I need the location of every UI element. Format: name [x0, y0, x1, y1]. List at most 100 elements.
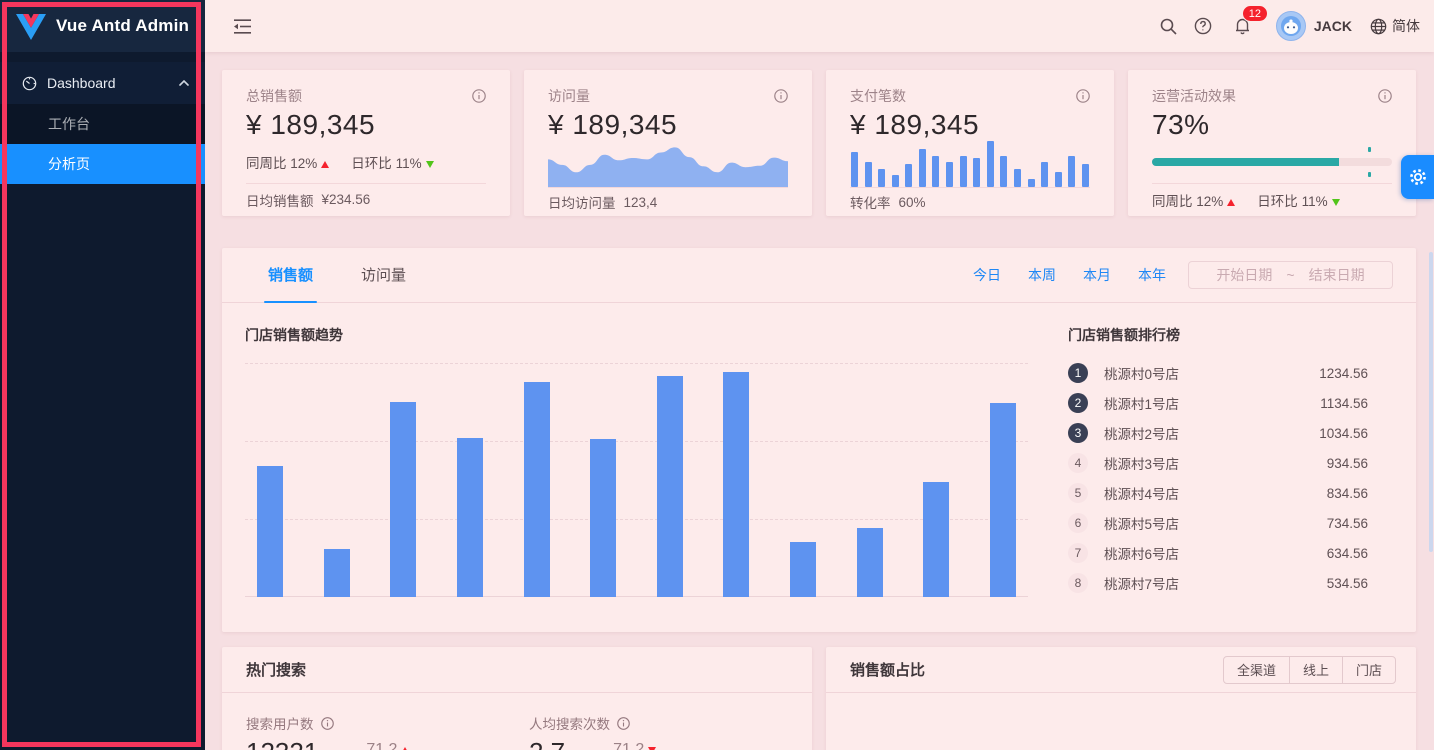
stat-trend: 71.2: [613, 739, 657, 750]
help-icon[interactable]: [1186, 9, 1220, 43]
payments-bar: [986, 141, 994, 187]
date-range-picker[interactable]: 开始日期 ~ 结束日期: [1188, 261, 1393, 289]
store-name: 桃源村5号店: [1104, 517, 1180, 532]
user-name[interactable]: JACK: [1313, 18, 1352, 34]
sales-bar: [390, 402, 417, 597]
top-header: 12 JACK 简体: [205, 0, 1434, 52]
info-icon: [320, 716, 334, 730]
tab-sales-active[interactable]: 销售额: [252, 248, 329, 303]
sales-bar: [790, 542, 816, 597]
stat-value: 2.7: [529, 738, 565, 750]
progress-target-marker: [1368, 146, 1371, 152]
payments-bar: [959, 155, 967, 187]
store-name: 桃源村1号店: [1104, 397, 1180, 412]
ranking-row: 4 桃源村3号店 934.56: [1068, 448, 1368, 478]
avatar[interactable]: [1275, 11, 1306, 41]
sales-panel: 销售额 访问量 今日 本周 本月 本年 开始日期 ~ 结束日期 门店销售额趋势 门店销售…: [222, 248, 1416, 632]
payments-bar: [973, 157, 981, 187]
payments-bar: [946, 161, 954, 187]
chart-title: 门店销售额趋势: [245, 327, 343, 343]
date-start-placeholder: 开始日期: [1216, 267, 1273, 283]
ranking-list: 1 桃源村0号店 1234.56 2 桃源村1号店 1134.56 3 桃源村2号店 1034.…: [1068, 358, 1368, 598]
info-icon[interactable]: [1076, 89, 1090, 103]
store-name: 桃源村2号店: [1104, 427, 1180, 442]
payments-bar: [1041, 161, 1049, 187]
sidebar-item-workbench[interactable]: 工作台: [48, 116, 90, 132]
sales-bar: [257, 465, 283, 597]
locale-switcher[interactable]: 简体: [1370, 16, 1420, 36]
date-separator: ~: [1286, 267, 1295, 283]
trend-day: 日环比 11%: [351, 152, 434, 172]
hot-search-card: 热门搜索 搜索用户数 12321 71.2 人均搜索次数 2.7 71.2: [222, 647, 812, 750]
visits-area-chart: [548, 147, 788, 187]
channel-button-0[interactable]: 全渠道: [1222, 655, 1290, 684]
stat-cards-row: 总销售额 ¥ 189,345 同周比 12% 日环比 11% 日均销售额 ¥234…: [222, 70, 1416, 216]
date-end-placeholder: 结束日期: [1308, 267, 1365, 283]
down-triangle-icon: [648, 746, 657, 750]
store-name: 桃源村7号店: [1104, 577, 1180, 592]
search-icon[interactable]: [1152, 9, 1186, 43]
scrollbar-thumb[interactable]: [1429, 252, 1433, 552]
channel-button-1[interactable]: 线上: [1288, 655, 1343, 684]
settings-gear-button[interactable]: [1401, 155, 1434, 199]
store-sales-chart-section: 门店销售额趋势: [222, 303, 1052, 598]
card-footer: 日均访问量 123,4: [548, 187, 788, 216]
rank-badge: 7: [1068, 543, 1088, 563]
sidebar-item-dashboard[interactable]: Dashboard: [0, 62, 205, 104]
ranking-row: 6 桃源村5号店 734.56: [1068, 508, 1368, 538]
sales-bar: [723, 371, 750, 597]
store-sales-value: 734.56: [1326, 515, 1368, 531]
store-name: 桃源村6号店: [1104, 547, 1180, 562]
trend-week: 同周比 12%: [246, 152, 330, 172]
store-ranking-section: 门店销售额排行榜 1 桃源村0号店 1234.56 2 桃源村1号店 1134.56 3 桃源…: [1052, 303, 1416, 598]
up-triangle-icon: [401, 746, 410, 750]
sidebar: Vue Antd Admin Dashboard 工作台 分析页: [0, 0, 205, 750]
payments-bar: [1068, 155, 1076, 187]
ranking-row: 1 桃源村0号店 1234.56: [1068, 358, 1368, 388]
card-value: ¥ 189,345: [850, 109, 980, 140]
hot-search-title: 热门搜索: [246, 662, 307, 679]
sales-bar: [989, 403, 1016, 597]
sales-ratio-title: 销售额占比: [850, 662, 926, 679]
quick-range-link-2[interactable]: 本月: [1083, 267, 1111, 283]
operation-progress-bar: [1152, 146, 1392, 177]
info-icon[interactable]: [1378, 89, 1392, 103]
notification-bell-icon[interactable]: 12: [1226, 5, 1268, 43]
sidebar-item-analysis[interactable]: 分析页: [0, 144, 205, 184]
channel-radio-group: 全渠道 线上 门店: [1222, 655, 1396, 684]
rank-badge: 1: [1068, 363, 1088, 383]
rank-badge: 2: [1068, 393, 1088, 413]
payments-bar: [1000, 155, 1008, 187]
chevron-up-icon: [179, 80, 189, 86]
stat-value: 12321: [246, 738, 318, 750]
payments-bar: [1013, 168, 1021, 187]
dashboard-submenu: 工作台 分析页: [0, 104, 205, 184]
info-icon[interactable]: [774, 89, 788, 103]
vue-logo-icon: [16, 13, 46, 40]
store-name: 桃源村4号店: [1104, 487, 1180, 502]
ranking-row: 2 桃源村1号店 1134.56: [1068, 388, 1368, 418]
sales-tabs-bar: 销售额 访问量 今日 本周 本月 本年 开始日期 ~ 结束日期: [222, 248, 1416, 303]
card-operation-effect: 运营活动效果 73% 同周比 12% 日环比 11%: [1128, 70, 1416, 216]
info-icon[interactable]: [472, 89, 486, 103]
quick-range-link-1[interactable]: 本周: [1028, 267, 1056, 283]
channel-button-2[interactable]: 门店: [1341, 655, 1396, 684]
app-logo[interactable]: Vue Antd Admin: [0, 0, 205, 52]
store-sales-value: 534.56: [1326, 575, 1368, 591]
quick-range-link-3[interactable]: 本年: [1138, 267, 1166, 283]
up-triangle-icon: [1227, 198, 1236, 206]
card-title: 总销售额: [246, 88, 302, 104]
payments-bar: [918, 149, 926, 187]
down-triangle-icon: [1331, 198, 1340, 206]
payments-bar: [864, 161, 872, 187]
quick-range-link-0[interactable]: 今日: [973, 267, 1001, 283]
sales-bar: [456, 437, 483, 597]
menu-fold-icon[interactable]: [225, 9, 259, 43]
progress-target-marker: [1368, 171, 1371, 177]
card-payments: 支付笔数 ¥ 189,345 转化率 60%: [826, 70, 1114, 216]
tab-visits[interactable]: 访问量: [361, 266, 407, 284]
stat-label: 人均搜索次数: [529, 713, 788, 733]
card-title: 运营活动效果: [1152, 88, 1236, 104]
payments-mini-bar-chart: [850, 141, 1090, 187]
up-triangle-icon: [321, 160, 330, 168]
